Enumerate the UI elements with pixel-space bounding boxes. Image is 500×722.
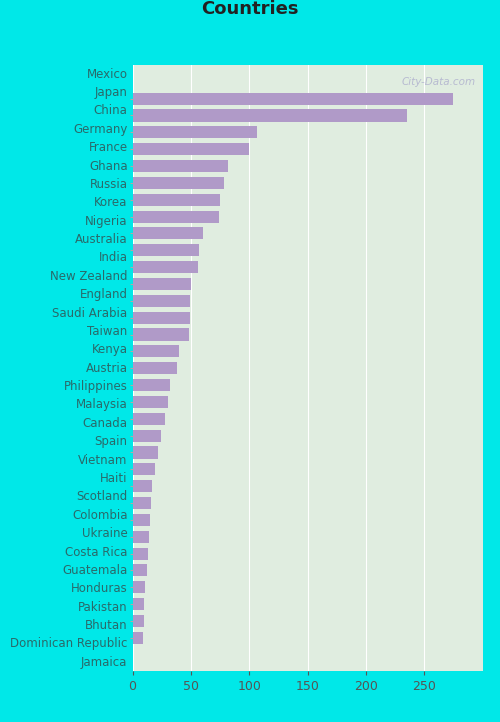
Bar [132,446,158,458]
Text: Mexico: Mexico [86,68,128,81]
Bar [132,379,170,391]
Bar [132,329,188,341]
Bar [132,295,190,307]
Text: India: India [98,251,128,264]
Text: China: China [94,105,128,118]
Text: Costa Rica: Costa Rica [65,546,128,559]
Bar [132,92,454,105]
Bar [132,312,190,323]
Text: Guatemala: Guatemala [62,564,128,577]
Text: Austria: Austria [86,362,128,375]
Bar [132,193,220,206]
Bar [132,413,165,425]
Bar [132,244,199,256]
Bar [132,396,168,408]
Bar [132,430,160,442]
Text: Philippines: Philippines [64,380,128,393]
Bar [132,261,198,273]
Text: Spain: Spain [94,435,128,448]
Bar [132,110,406,121]
Text: Vietnam: Vietnam [78,453,128,466]
Text: Australia: Australia [75,233,128,246]
Bar [132,531,149,543]
Bar [132,547,148,560]
Bar [132,362,177,374]
Bar [132,278,191,290]
Bar [132,227,202,240]
Text: City-Data.com: City-Data.com [402,77,475,87]
Text: Japan: Japan [94,86,128,99]
Bar [132,514,150,526]
Text: Germany: Germany [73,123,128,136]
Text: Scotland: Scotland [76,490,128,503]
Text: New Zealand: New Zealand [50,270,128,283]
Bar [132,126,258,139]
Bar [132,160,228,172]
Bar [132,177,224,189]
Text: Nigeria: Nigeria [85,214,128,227]
Text: Taiwan: Taiwan [88,325,128,338]
Text: Pakistan: Pakistan [78,601,128,614]
Bar [132,497,151,509]
Text: Haiti: Haiti [100,472,128,485]
Text: Canada: Canada [82,417,128,430]
Text: Kenya: Kenya [92,344,128,357]
Bar [132,598,144,610]
Text: Saudi Arabia: Saudi Arabia [52,307,128,320]
Text: Colombia: Colombia [72,509,128,522]
Text: Korea: Korea [94,196,128,209]
Bar [132,480,152,492]
Bar [132,143,249,155]
Text: Malaysia: Malaysia [76,399,128,412]
Text: Jamaica: Jamaica [81,656,128,669]
Text: Honduras: Honduras [71,582,128,595]
Text: Bhutan: Bhutan [85,619,128,632]
Text: Place of birth for the foreign-born population -
Countries: Place of birth for the foreign-born popu… [14,0,486,18]
Bar [132,345,179,357]
Bar [132,615,144,627]
Text: Ukraine: Ukraine [82,527,128,540]
Bar [132,632,143,644]
Text: Russia: Russia [90,178,128,191]
Bar [132,211,219,222]
Bar [132,565,146,576]
Text: England: England [80,288,128,301]
Bar [132,581,145,593]
Bar [132,464,154,475]
Text: France: France [88,142,128,155]
Text: Ghana: Ghana [89,160,128,173]
Text: Dominican Republic: Dominican Republic [10,638,128,651]
